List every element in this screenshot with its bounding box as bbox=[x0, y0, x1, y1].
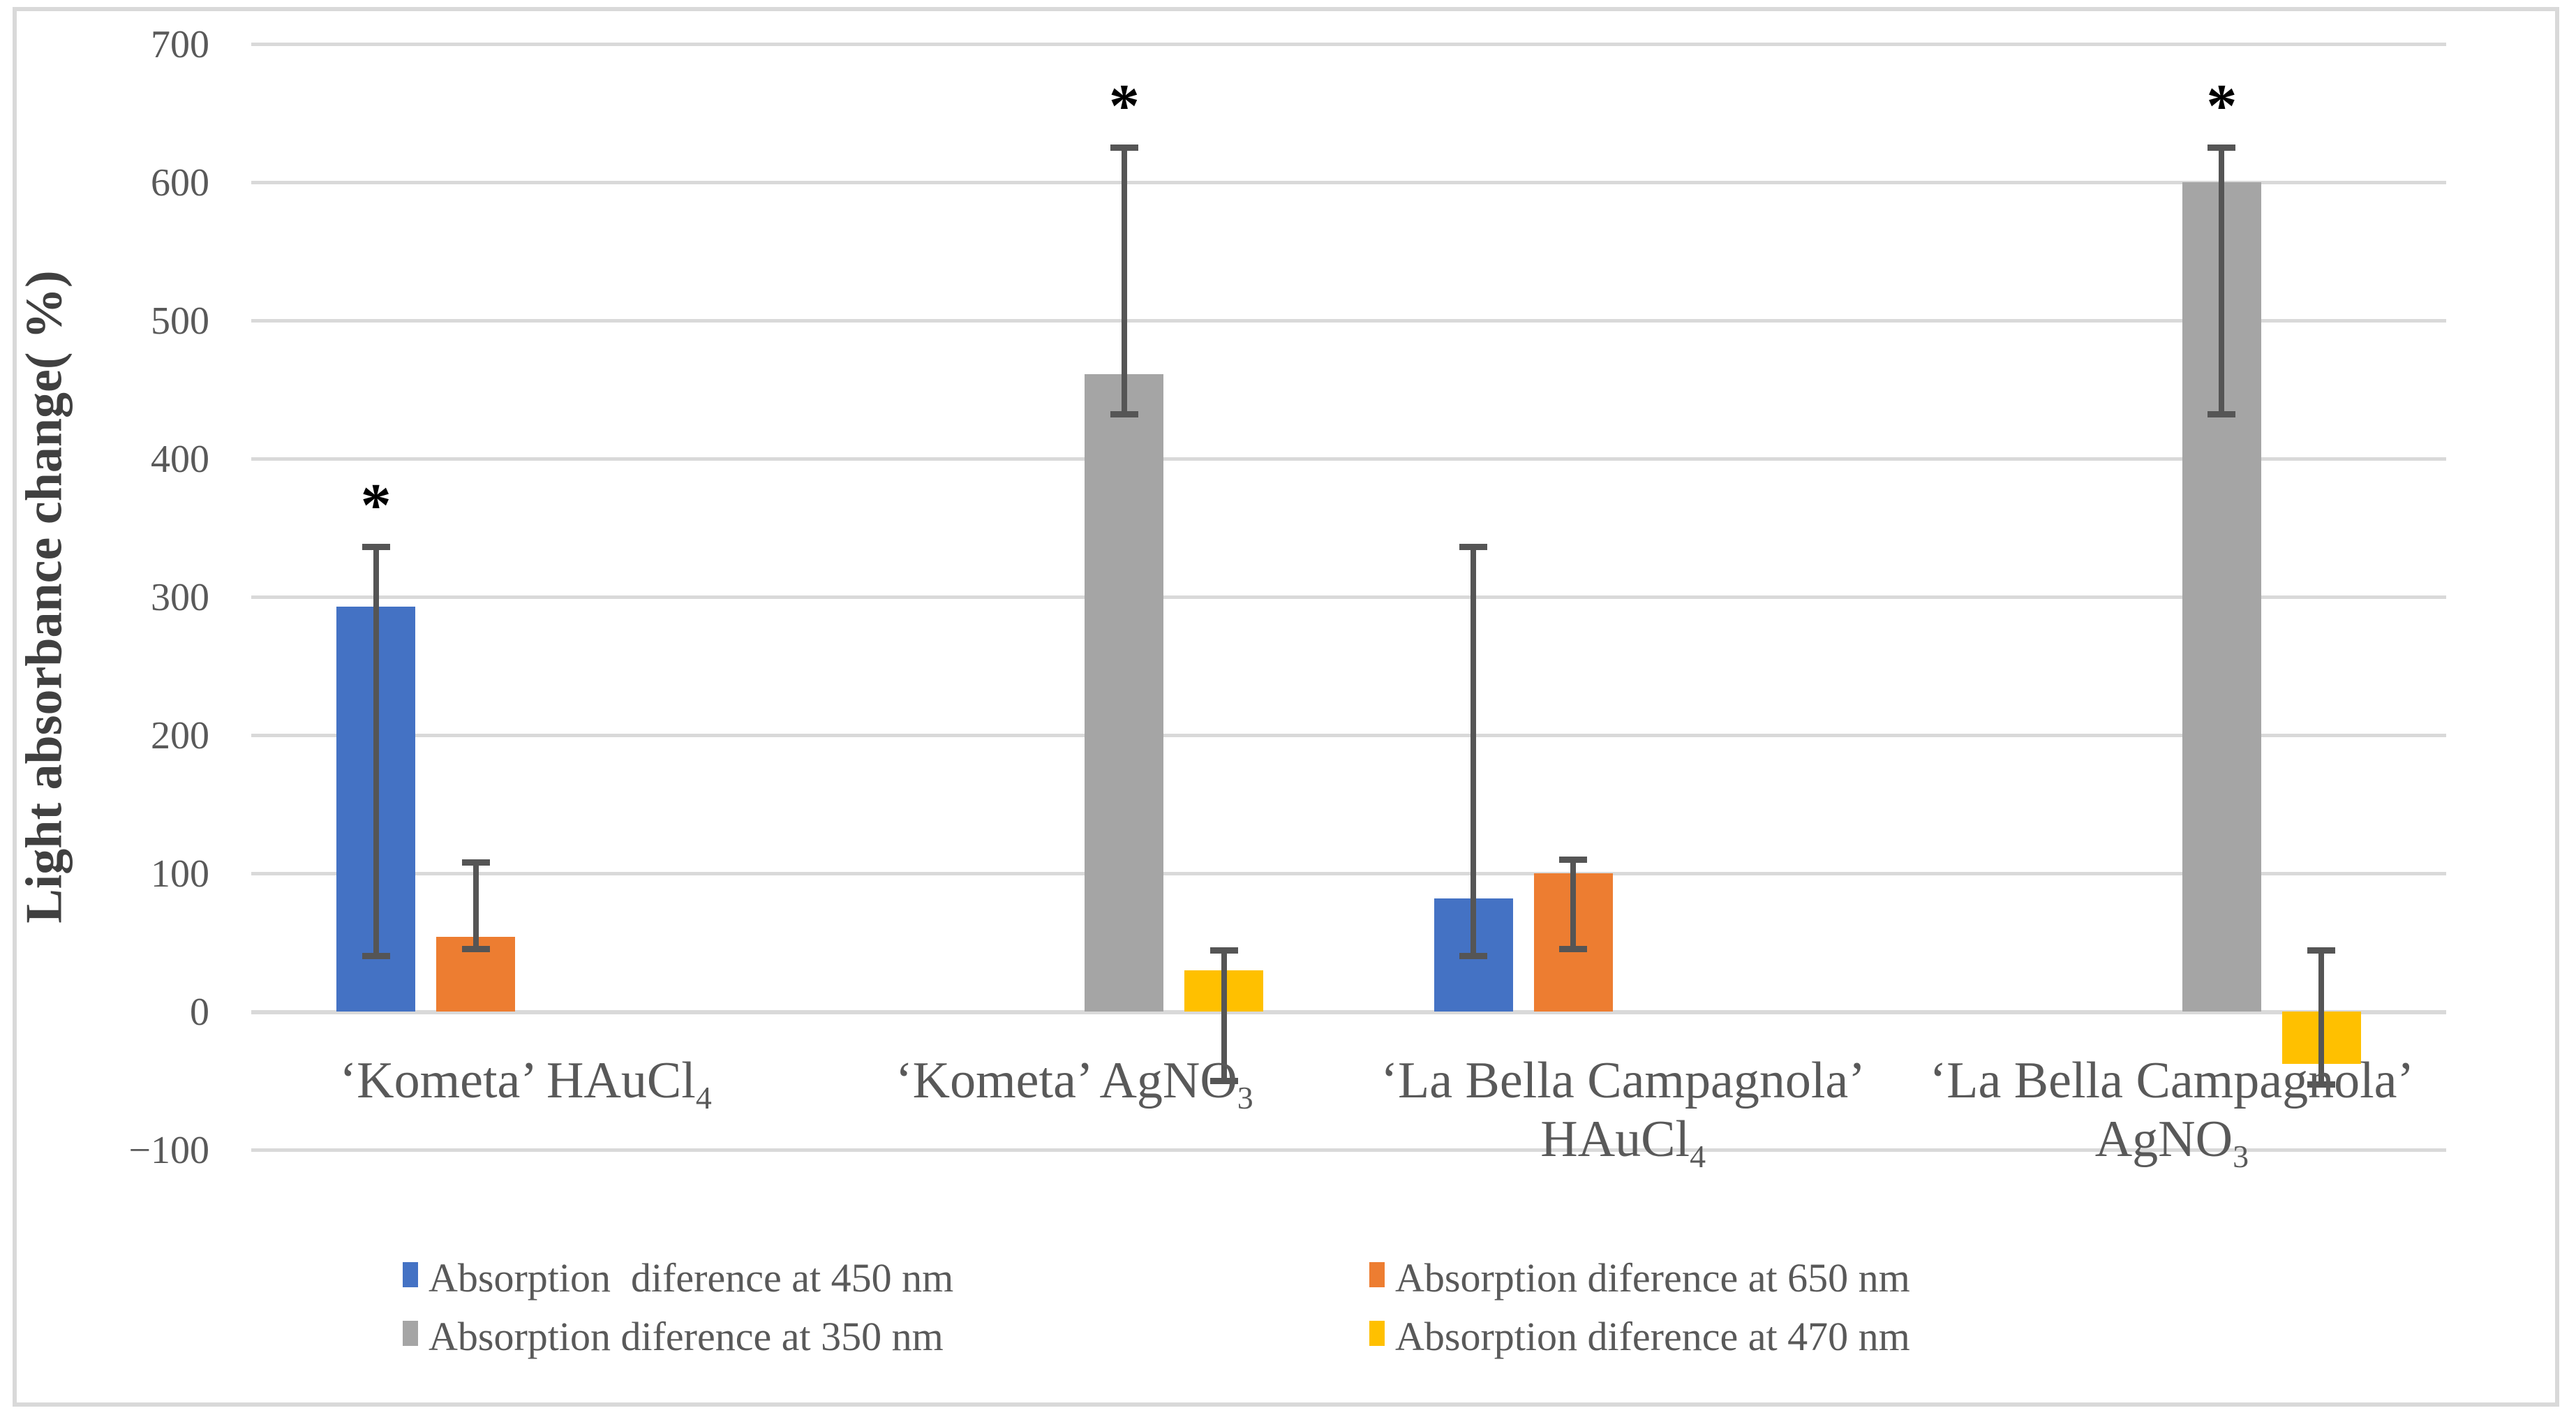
x-category-label-line: HAuCl4 bbox=[1540, 1111, 1706, 1174]
gridline-600 bbox=[251, 181, 2446, 184]
legend-swatch-470nm bbox=[1369, 1321, 1385, 1346]
significance-asterisk-1: * bbox=[1108, 72, 1140, 140]
legend-swatch-450nm bbox=[403, 1262, 418, 1287]
error-cap-bottom-450nm-c0 bbox=[362, 953, 390, 960]
error-cap-top-450nm-c0 bbox=[362, 544, 390, 551]
y-tick-400: 400 bbox=[151, 438, 209, 481]
x-category-label-line: AgNO3 bbox=[2094, 1111, 2249, 1174]
gridline-400 bbox=[251, 457, 2446, 461]
gridline-100 bbox=[251, 872, 2446, 875]
y-tick-0: 0 bbox=[190, 991, 209, 1034]
error-bar-470nm-c1 bbox=[1221, 950, 1227, 1081]
y-tick-100: 100 bbox=[151, 852, 209, 896]
significance-asterisk-2: * bbox=[2206, 72, 2238, 140]
error-cap-top-350nm-c3 bbox=[2208, 145, 2236, 151]
error-cap-top-450nm-c2 bbox=[1459, 544, 1488, 551]
y-tick-300: 300 bbox=[151, 576, 209, 619]
x-category-label-line: ‘La Bella Campagnola’ bbox=[1380, 1052, 1866, 1109]
y-tick-500: 500 bbox=[151, 299, 209, 343]
legend-label-470nm: Absorption diference at 470 nm bbox=[1395, 1314, 1910, 1359]
error-cap-top-470nm-c3 bbox=[2307, 947, 2336, 954]
gridline-0 bbox=[251, 1010, 2446, 1014]
error-bar-450nm-c0 bbox=[373, 547, 379, 956]
legend-swatch-350nm bbox=[403, 1321, 418, 1346]
x-category-label-0: ‘Kometa’ HAuCl4 bbox=[72, 1051, 979, 1127]
x-category-label-line: ‘Kometa’ HAuCl4 bbox=[339, 1052, 712, 1116]
gridline-200 bbox=[251, 734, 2446, 737]
legend-label-650nm: Absorption diference at 650 nm bbox=[1395, 1255, 1910, 1301]
error-bar-650nm-c0 bbox=[472, 862, 479, 949]
x-category-label-line: ‘La Bella Campagnola’ bbox=[1929, 1052, 2415, 1109]
significance-asterisk-0: * bbox=[360, 471, 392, 540]
error-bar-650nm-c2 bbox=[1570, 859, 1577, 949]
x-category-label-1: ‘Kometa’ AgNO3 bbox=[620, 1051, 1528, 1127]
error-cap-bottom-350nm-c3 bbox=[2208, 411, 2236, 418]
error-bar-450nm-c2 bbox=[1471, 547, 1477, 956]
y-tick-700: 700 bbox=[151, 23, 209, 66]
error-bar-470nm-c3 bbox=[2318, 950, 2325, 1085]
bar-350nm-c1 bbox=[1085, 374, 1164, 1012]
error-cap-bottom-470nm-c1 bbox=[1209, 1077, 1238, 1084]
error-cap-bottom-350nm-c1 bbox=[1110, 411, 1138, 418]
error-cap-top-350nm-c1 bbox=[1110, 145, 1138, 151]
error-cap-bottom-450nm-c2 bbox=[1459, 953, 1488, 960]
figure-border bbox=[13, 7, 2559, 1407]
legend-swatch-650nm bbox=[1369, 1262, 1385, 1287]
error-cap-top-650nm-c0 bbox=[461, 859, 490, 866]
gridline--100 bbox=[251, 1148, 2446, 1152]
gridline-500 bbox=[251, 319, 2446, 323]
gridline-300 bbox=[251, 595, 2446, 599]
x-category-label-line: ‘Kometa’ AgNO3 bbox=[895, 1052, 1253, 1116]
y-tick--100: −100 bbox=[128, 1129, 209, 1172]
legend-label-350nm: Absorption diference at 350 nm bbox=[429, 1314, 944, 1359]
legend-label-450nm: Absorption diference at 450 nm bbox=[429, 1255, 954, 1301]
error-bar-350nm-c1 bbox=[1121, 147, 1127, 415]
y-tick-200: 200 bbox=[151, 714, 209, 757]
error-cap-top-650nm-c2 bbox=[1559, 856, 1588, 863]
error-cap-bottom-650nm-c0 bbox=[461, 946, 490, 953]
gridline-700 bbox=[251, 43, 2446, 46]
error-bar-350nm-c3 bbox=[2219, 147, 2225, 415]
y-tick-600: 600 bbox=[151, 161, 209, 205]
error-cap-top-470nm-c1 bbox=[1209, 947, 1238, 954]
error-cap-bottom-650nm-c2 bbox=[1559, 946, 1588, 953]
error-cap-bottom-470nm-c3 bbox=[2307, 1081, 2336, 1088]
x-category-label-3: ‘La Bella Campagnola’ AgNO3 bbox=[1718, 1051, 2576, 1186]
x-category-label-2: ‘La Bella Campagnola’ HAuCl4 bbox=[1170, 1051, 2077, 1186]
